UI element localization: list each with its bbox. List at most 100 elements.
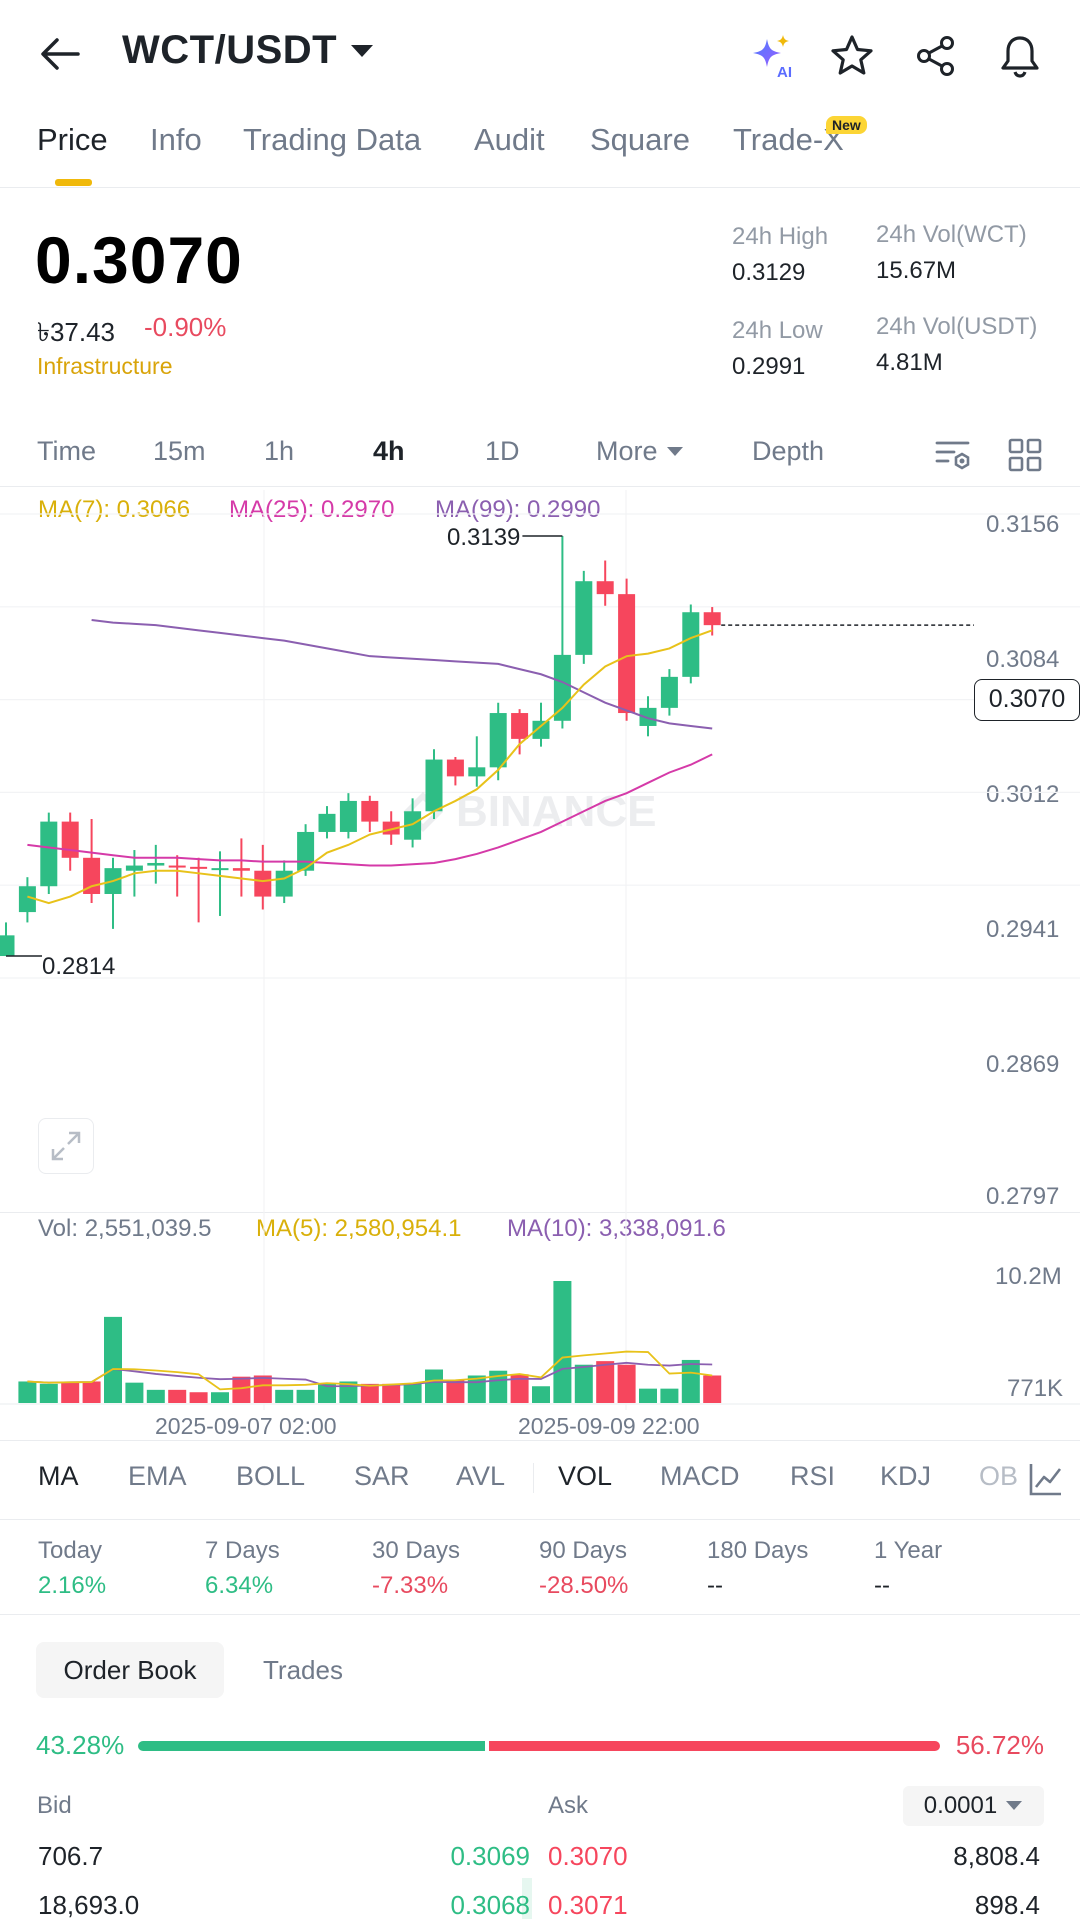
- candle-body: [211, 868, 229, 871]
- ai-button[interactable]: AI: [744, 28, 800, 84]
- y-tick: 0.2869: [986, 1051, 1060, 1078]
- candle-body: [468, 767, 486, 777]
- low-label: 24h Low: [732, 317, 823, 344]
- favorite-button[interactable]: [824, 28, 880, 84]
- indicator-ema[interactable]: EMA: [128, 1461, 187, 1491]
- indicator-bar: MA EMA BOLL SAR AVL VOL MACD RSI KDJ OB: [0, 1440, 1080, 1520]
- indicator-macd[interactable]: MACD: [660, 1461, 740, 1491]
- indicator-ma[interactable]: MA: [38, 1461, 79, 1491]
- tab-info[interactable]: Info: [150, 122, 202, 157]
- ma7-legend: MA(7): 0.3066: [38, 496, 191, 523]
- back-button[interactable]: [28, 28, 92, 80]
- ask-price[interactable]: 0.3071: [548, 1890, 628, 1919]
- tab-square[interactable]: Square: [590, 122, 690, 157]
- vol-y-tick: 771K: [1007, 1375, 1064, 1402]
- caret-down-icon: [666, 446, 683, 456]
- y-tick: 0.3012: [986, 781, 1060, 808]
- share-button[interactable]: [908, 28, 964, 84]
- volume-bar: [703, 1375, 722, 1403]
- volume-bar: [189, 1392, 208, 1403]
- indicator-settings-button[interactable]: [1022, 1455, 1070, 1503]
- volume-divider: [0, 1212, 1080, 1213]
- candle-body: [446, 759, 464, 777]
- tab-trading-data[interactable]: Trading Data: [243, 122, 422, 157]
- candle-body: [703, 612, 721, 626]
- volume-bar: [532, 1386, 550, 1403]
- indicator-kdj[interactable]: KDJ: [880, 1461, 932, 1491]
- ask-ratio: 56.72%: [955, 1730, 1044, 1760]
- interval-1h[interactable]: 1h: [264, 436, 295, 466]
- volume-bar: [574, 1364, 593, 1403]
- candle-body: [404, 811, 422, 840]
- tab-order-book[interactable]: Order Book: [36, 1642, 224, 1698]
- volume-bar: [168, 1389, 187, 1403]
- performance-value: 6.34%: [205, 1572, 274, 1599]
- active-tab-indicator: [55, 179, 92, 186]
- category-tag[interactable]: Infrastructure: [37, 353, 173, 379]
- vol-ma10-legend: MA(10): 3,338,091.6: [507, 1215, 726, 1242]
- interval-time[interactable]: Time: [37, 436, 96, 466]
- new-badge: New: [826, 116, 867, 134]
- candle-body: [168, 865, 186, 868]
- performance-value: --: [707, 1572, 723, 1599]
- volume-bar: [382, 1383, 401, 1403]
- chart-settings-icon: [935, 441, 970, 470]
- caret-down-icon: [1006, 1801, 1023, 1810]
- volume-bar: [61, 1381, 80, 1403]
- volume-bar: [104, 1316, 122, 1403]
- fullscreen-button[interactable]: [38, 1118, 94, 1174]
- interval-4h[interactable]: 4h: [373, 436, 405, 466]
- volume-chart[interactable]: [0, 1210, 1080, 1410]
- interval-15m[interactable]: 15m: [153, 436, 206, 466]
- candle-body: [147, 862, 165, 866]
- indicator-vol[interactable]: VOL: [558, 1461, 613, 1491]
- alert-button[interactable]: [992, 28, 1048, 84]
- precision-select[interactable]: 0.0001: [903, 1786, 1044, 1826]
- bid-qty: 706.7: [38, 1841, 104, 1871]
- pair-selector[interactable]: WCT/USDT: [122, 28, 375, 73]
- price-chart[interactable]: BINANCE 0.3139 0.2814: [0, 490, 1080, 1210]
- tab-trades[interactable]: Trades: [263, 1655, 343, 1685]
- performance-label: 180 Days: [707, 1537, 809, 1564]
- chevron-down-icon: [351, 44, 374, 57]
- volume-bar: [510, 1374, 529, 1403]
- candle-body: [361, 800, 379, 822]
- chart-settings-button[interactable]: [930, 432, 976, 478]
- volume-bar: [425, 1369, 443, 1403]
- indicator-rsi[interactable]: RSI: [790, 1461, 836, 1491]
- volume-bar: [82, 1381, 101, 1403]
- indicator-boll[interactable]: BOLL: [236, 1461, 306, 1491]
- performance-label: Today: [38, 1537, 103, 1564]
- bid-price[interactable]: 0.3069: [450, 1841, 530, 1871]
- performance-label: 30 Days: [372, 1537, 461, 1564]
- ai-label: AI: [777, 64, 792, 81]
- performance-label: 7 Days: [205, 1537, 280, 1564]
- vol-base-label: 24h Vol(WCT): [876, 221, 1027, 248]
- ma25-line: [27, 753, 713, 867]
- ask-price[interactable]: 0.3070: [548, 1841, 628, 1871]
- high-value: 0.3129: [732, 259, 806, 286]
- candle-body: [190, 866, 208, 869]
- tab-trade-x[interactable]: Trade-X: [733, 122, 844, 157]
- bid-depth-bar: [522, 1878, 532, 1919]
- share-icon: [917, 36, 954, 76]
- last-price: 0.3070: [35, 223, 243, 297]
- indicator-sar[interactable]: SAR: [354, 1461, 410, 1491]
- candle-body: [618, 594, 636, 714]
- interval-more[interactable]: More: [596, 436, 684, 467]
- current-price-tag: 0.3070: [974, 679, 1080, 721]
- interval-depth[interactable]: Depth: [752, 436, 825, 466]
- y-tick: 0.2941: [986, 916, 1060, 943]
- bid-price[interactable]: 0.3068: [450, 1890, 530, 1919]
- indicator-ob[interactable]: OB: [979, 1461, 1019, 1491]
- layout-grid-button[interactable]: [1002, 432, 1048, 478]
- volume-bar: [39, 1383, 58, 1403]
- tab-audit[interactable]: Audit: [474, 122, 545, 157]
- indicator-avl[interactable]: AVL: [456, 1461, 506, 1491]
- tab-price[interactable]: Price: [37, 122, 108, 157]
- back-arrow-icon: [41, 38, 80, 70]
- vol-ma5-line: [27, 1350, 713, 1391]
- interval-1d[interactable]: 1D: [485, 436, 520, 466]
- bid-qty: 18,693.0: [38, 1890, 140, 1919]
- candle-body: [596, 581, 614, 595]
